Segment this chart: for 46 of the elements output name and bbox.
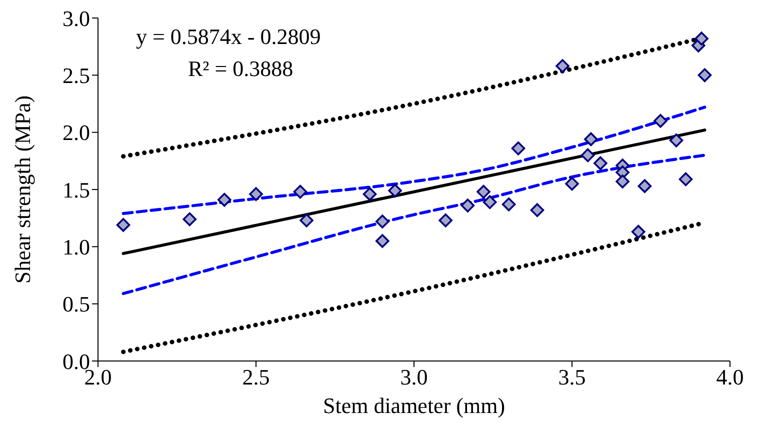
- point: [388, 184, 402, 198]
- x-tick-label: 3.5: [558, 364, 586, 390]
- point: [249, 187, 263, 201]
- y-tick-label: 3.0: [62, 6, 90, 31]
- point: [182, 212, 197, 226]
- point: [376, 234, 390, 248]
- point: [616, 174, 630, 188]
- point: [669, 133, 684, 148]
- point: [638, 179, 652, 193]
- point: [594, 156, 608, 170]
- point: [631, 224, 646, 239]
- point: [654, 114, 668, 128]
- point: [530, 203, 544, 217]
- point: [116, 218, 130, 232]
- x-tick-label: 3.0: [400, 364, 428, 390]
- point: [698, 68, 712, 82]
- point: [502, 197, 516, 212]
- point: [218, 192, 232, 207]
- y-tick-label: 1.5: [62, 177, 90, 202]
- y-tick-label: 1.0: [62, 234, 90, 260]
- point: [678, 172, 693, 186]
- annotation: y = 0.5874x - 0.2809: [136, 24, 321, 49]
- point: [482, 195, 497, 209]
- point: [362, 187, 377, 201]
- line-series: [122, 106, 706, 216]
- point: [556, 59, 570, 73]
- point: [580, 148, 595, 162]
- y-axis-title: Shear strength (MPa): [10, 95, 35, 284]
- annotation: R² = 0.3888: [188, 56, 294, 81]
- point: [584, 132, 598, 146]
- point: [511, 141, 526, 156]
- y-tick-label: 0.5: [62, 292, 90, 317]
- point: [460, 198, 475, 212]
- point: [293, 184, 308, 199]
- point: [300, 213, 314, 228]
- point: [376, 214, 390, 228]
- point: [476, 184, 490, 199]
- x-axis-title: Stem diameter (mm): [322, 393, 506, 418]
- x-tick-label: 2.5: [242, 364, 270, 390]
- line-series: [122, 154, 706, 296]
- point: [694, 32, 708, 46]
- point: [565, 176, 579, 191]
- point: [438, 213, 452, 228]
- y-tick-label: 2.5: [62, 62, 90, 88]
- y-tick-label: 2.0: [62, 120, 90, 146]
- x-tick-label: 4.0: [716, 364, 744, 390]
